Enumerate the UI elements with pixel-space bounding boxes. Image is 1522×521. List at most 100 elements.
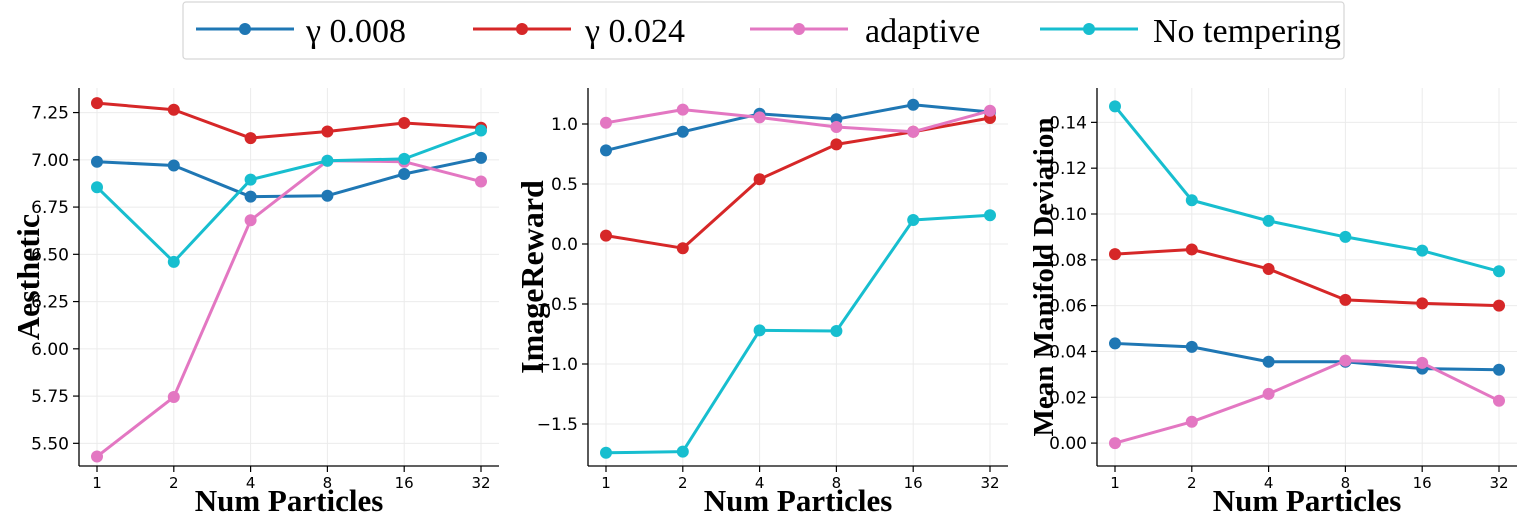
y-tick-label: 0.06 xyxy=(1049,297,1087,317)
data-point xyxy=(91,450,103,463)
data-point xyxy=(1185,340,1198,353)
legend-label-gamma-0024: γ 0.024 xyxy=(584,13,685,50)
y-tick-label: 0.08 xyxy=(1049,251,1087,271)
data-point xyxy=(167,255,180,268)
x-tick-label: 1 xyxy=(601,474,611,492)
data-point xyxy=(1185,243,1198,256)
series-gamma-0-024 xyxy=(1109,243,1505,312)
series-line-gamma-0-008 xyxy=(605,103,991,152)
grid xyxy=(588,88,1008,466)
x-tick-label: 1 xyxy=(92,474,102,492)
legend-item-gamma-0024: γ 0.024 xyxy=(473,13,685,50)
y-tick-label: −1.5 xyxy=(537,415,578,435)
data-point xyxy=(907,98,920,111)
y-tick-label: 6.25 xyxy=(31,293,69,313)
panel-manifold-deviation: 0.00 0.02 0.04 0.06 0.08 0.10 0.12 0.14 1 2 4 8 16 32… xyxy=(1028,88,1517,518)
data-point xyxy=(398,167,411,180)
x-tick-label: 16 xyxy=(395,474,414,492)
data-point xyxy=(244,214,257,227)
data-point xyxy=(244,190,257,203)
y-tick-label: 7.00 xyxy=(31,151,69,171)
data-point xyxy=(676,445,689,458)
data-point xyxy=(1416,356,1429,369)
legend-item-gamma-0008: γ 0.008 xyxy=(196,13,406,50)
series-gamma-0-008 xyxy=(91,151,487,203)
x-tick-label: 8 xyxy=(1341,474,1351,492)
x-tick-label: 4 xyxy=(755,474,765,492)
y-tick-label: 0.5 xyxy=(551,175,578,195)
data-point xyxy=(167,159,180,172)
y-tick-label: 0.04 xyxy=(1049,342,1087,362)
legend-label-adaptive: adaptive xyxy=(865,13,980,50)
series-adaptive xyxy=(91,154,487,463)
series-no-tempering xyxy=(1109,100,1505,278)
data-point xyxy=(753,173,766,186)
data-point xyxy=(1109,100,1121,113)
data-point xyxy=(1339,293,1352,306)
x-tick-label: 8 xyxy=(323,474,333,492)
series-line-no-tempering xyxy=(1113,105,1500,273)
legend-label-gamma-0008: γ 0.008 xyxy=(305,13,406,50)
data-point xyxy=(321,125,334,138)
x-tick-label: 16 xyxy=(904,474,923,492)
panel-imagereward: −1.5 −1.0 −0.5 0.0 0.5 1.0 1 2 4 8 16 32 Num Particl… xyxy=(514,88,1008,518)
data-point xyxy=(167,103,180,116)
legend-marker-adaptive xyxy=(793,23,805,35)
series-line-adaptive xyxy=(1114,359,1500,445)
data-point xyxy=(398,152,411,165)
data-point xyxy=(600,446,612,459)
y-tick-label: 0.02 xyxy=(1049,388,1087,408)
data-point xyxy=(91,181,103,194)
data-point xyxy=(1493,299,1505,312)
x-axis-label: Num Particles xyxy=(704,483,893,518)
y-tick-label: 6.50 xyxy=(31,245,69,265)
series-line-gamma-0-008 xyxy=(96,156,482,199)
y-tick-label: 5.75 xyxy=(31,387,69,407)
data-point xyxy=(475,124,487,137)
y-axis-label: ImageReward xyxy=(514,180,550,374)
x-tick-label: 16 xyxy=(1413,474,1432,492)
y-tick-label: 0.12 xyxy=(1049,159,1087,179)
data-point xyxy=(91,97,103,110)
x-tick-label: 2 xyxy=(169,474,179,492)
legend-item-no-tempering: No tempering xyxy=(1040,13,1341,50)
x-tick-label: 4 xyxy=(1264,474,1274,492)
data-point xyxy=(907,214,920,226)
data-point xyxy=(1493,394,1505,407)
y-tick-label: 0.10 xyxy=(1049,205,1087,225)
x-axis-label: Num Particles xyxy=(1213,483,1402,518)
x-tick-label: 4 xyxy=(246,474,256,492)
data-point xyxy=(830,325,843,337)
data-point xyxy=(1339,354,1352,367)
y-tick-label: −0.5 xyxy=(537,295,578,315)
data-point xyxy=(1109,248,1121,261)
legend: γ 0.008 γ 0.024 adaptive No tempering xyxy=(182,1,1345,60)
data-point xyxy=(1493,363,1505,376)
series-line-gamma-0-024 xyxy=(1114,248,1500,308)
data-point xyxy=(1262,355,1275,368)
y-tick-label: 7.25 xyxy=(31,104,69,124)
grid xyxy=(1097,88,1517,466)
data-point xyxy=(676,125,689,138)
data-point xyxy=(167,391,180,404)
series-adaptive xyxy=(600,103,996,138)
series-gamma-0-024 xyxy=(600,112,996,255)
grid xyxy=(79,88,499,466)
data-point xyxy=(984,104,996,117)
y-tick-label: 6.00 xyxy=(31,340,69,360)
y-tick-label: 0.00 xyxy=(1049,434,1087,454)
data-point xyxy=(91,155,103,168)
y-tick-label: 6.75 xyxy=(31,198,69,218)
data-point xyxy=(1493,265,1505,278)
series-gamma-0-024 xyxy=(91,97,487,145)
data-point xyxy=(600,144,612,157)
data-point xyxy=(1339,230,1352,243)
data-point xyxy=(830,138,843,151)
data-point xyxy=(321,154,334,167)
series-line-adaptive xyxy=(605,108,991,134)
y-tick-label: 1.0 xyxy=(551,115,578,135)
data-point xyxy=(321,189,334,202)
data-point xyxy=(984,209,996,222)
data-point xyxy=(1262,262,1275,275)
